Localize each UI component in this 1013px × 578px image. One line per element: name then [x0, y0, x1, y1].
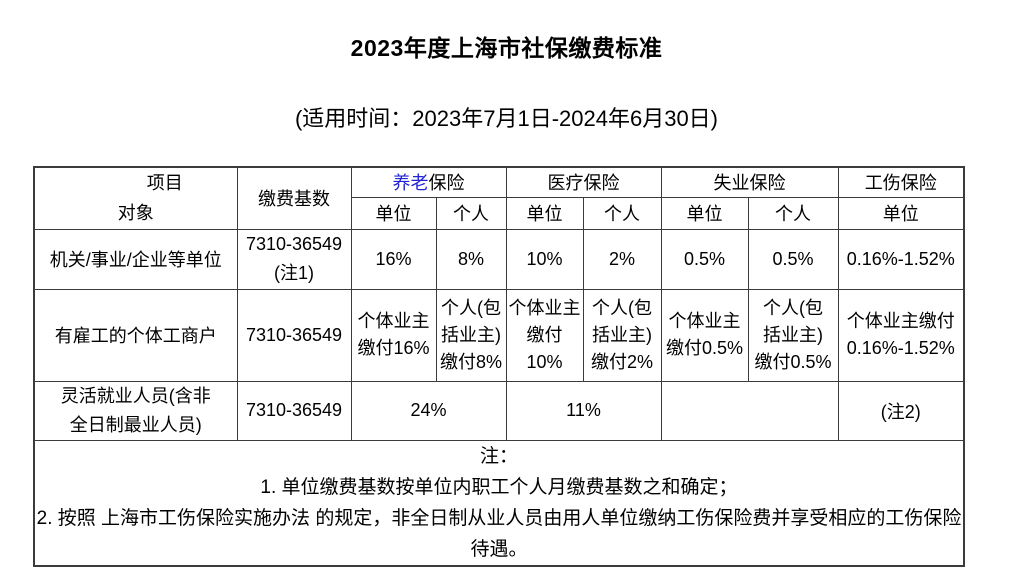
- text-line: 0.16%-1.52%: [846, 338, 955, 358]
- social-insurance-table: 项目 对象 缴费基数 养老保险 医疗保险 失业保险 工伤保险 单位 个人 单位 …: [33, 166, 965, 567]
- cell-flexible-pension: 24%: [350, 380, 507, 441]
- cell-self-employed-medical-unit: 个体业主 缴付 10%: [505, 288, 584, 382]
- cell-self-employed-pension-personal: 个人(包 括业主) 缴付8%: [435, 288, 507, 382]
- cell-self-employed-pension-unit: 个体业主 缴付16%: [350, 288, 437, 382]
- subheader-medical-personal: 个人: [582, 196, 662, 230]
- row-self-employed: 有雇工的个体工商户 7310-36549 个体业主 缴付16% 个人(包 括业主…: [33, 288, 965, 382]
- subheader-pension-personal: 个人: [435, 196, 507, 230]
- subheader-injury-unit: 单位: [837, 196, 965, 230]
- cell-self-employed-base: 7310-36549: [236, 288, 352, 382]
- note-2: 2. 按照 上海市工伤保险实施办法 的规定，非全日制从业人员由用人单位缴纳工伤保…: [36, 507, 962, 560]
- text-line: 缴付0.5%: [754, 351, 832, 372]
- text-line: 括业主): [592, 324, 652, 345]
- text-line: 个人(包: [763, 297, 823, 318]
- cell-government-pension-unit: 16%: [350, 228, 437, 290]
- text-line: 灵活就业人员(含非: [60, 385, 211, 406]
- text-line: 全日制最业人员): [69, 414, 202, 435]
- header-cell-pension: 养老保险: [350, 166, 507, 198]
- text-line: 缴付2%: [590, 351, 653, 372]
- header-project-label: 项目: [146, 173, 183, 194]
- header-cell-base: 缴费基数: [236, 166, 352, 230]
- row-flexible: 灵活就业人员(含非 全日制最业人员) 7310-36549 24% 11% (注…: [33, 380, 965, 441]
- header-cell-project-target: 项目 对象: [33, 166, 238, 230]
- text-line: 个体业主: [357, 311, 430, 331]
- header-cell-unemployment: 失业保险: [660, 166, 839, 198]
- cell-flexible-medical: 11%: [505, 380, 662, 441]
- header-target-label: 对象: [117, 203, 154, 224]
- cell-flexible-base: 7310-36549: [236, 380, 352, 441]
- cell-government-base: 7310-36549 (注1): [236, 228, 352, 290]
- text-line: 缴付16%: [357, 338, 430, 358]
- text-line: 个体业主: [668, 311, 741, 331]
- text-line: 个人(包: [441, 297, 501, 318]
- text-line: 个体业主: [508, 297, 581, 318]
- cell-flexible-injury: (注2): [837, 380, 965, 441]
- page-title: 2023年度上海市社保缴费标准: [350, 35, 663, 61]
- cell-self-employed-label: 有雇工的个体工商户: [33, 288, 238, 382]
- cell-government-pension-personal: 8%: [435, 228, 507, 290]
- header-cell-injury: 工伤保险: [837, 166, 965, 198]
- subheader-medical-unit: 单位: [505, 196, 584, 230]
- notes-title: 注：: [479, 445, 518, 467]
- cell-government-unemployment-personal: 0.5%: [747, 228, 839, 290]
- pension-suffix-label: 保险: [428, 173, 465, 194]
- cell-flexible-label: 灵活就业人员(含非 全日制最业人员): [33, 380, 238, 441]
- text-line: 括业主): [441, 324, 501, 345]
- note-1: 1. 单位缴费基数按单位内职工个人月缴费基数之和确定；: [260, 476, 738, 498]
- cell-government-label: 机关/事业/企业等单位: [33, 228, 238, 290]
- cell-government-unemployment-unit: 0.5%: [660, 228, 749, 290]
- text-line: 缴付0.5%: [665, 338, 744, 358]
- text-line: 个人(包: [592, 297, 652, 318]
- text-line: 括业主): [763, 324, 823, 345]
- government-base-note: (注1): [274, 263, 314, 283]
- text-line: 缴付8%: [439, 351, 502, 372]
- header-row-subcols: 单位 个人 单位 个人 单位 个人 单位: [34, 196, 965, 230]
- cell-self-employed-medical-personal: 个人(包 括业主) 缴付2%: [582, 288, 662, 382]
- notes-section: 注： 1. 单位缴费基数按单位内职工个人月缴费基数之和确定； 2. 按照 上海市…: [33, 439, 965, 566]
- government-base-value: 7310-36549: [245, 234, 343, 254]
- cell-flexible-unemployment: [660, 380, 839, 441]
- cell-government-medical-personal: 2%: [582, 228, 662, 290]
- cell-self-employed-unemployment-unit: 个体业主 缴付0.5%: [660, 288, 749, 382]
- subheader-unemployment-personal: 个人: [747, 196, 839, 230]
- cell-government-injury-unit: 0.16%-1.52%: [837, 228, 965, 290]
- cell-self-employed-injury-unit: 个体业主缴付 0.16%-1.52%: [837, 288, 965, 382]
- header-cell-medical: 医疗保险: [505, 166, 662, 198]
- pension-link[interactable]: 养老: [392, 173, 429, 194]
- cell-self-employed-unemployment-personal: 个人(包 括业主) 缴付0.5%: [747, 288, 839, 382]
- page-subtitle: (适用时间：2023年7月1日-2024年6月30日): [294, 106, 719, 131]
- cell-government-medical-unit: 10%: [505, 228, 584, 290]
- notes-row: 注： 1. 单位缴费基数按单位内职工个人月缴费基数之和确定； 2. 按照 上海市…: [33, 439, 965, 566]
- row-government: 机关/事业/企业等单位 7310-36549 (注1) 16% 8% 10% 2…: [33, 228, 965, 290]
- text-line: 10%: [526, 351, 563, 372]
- text-line: 个体业主缴付: [846, 311, 955, 331]
- text-line: 缴付: [526, 324, 563, 345]
- header-row-groups: 项目 对象 缴费基数 养老保险 医疗保险 失业保险 工伤保险: [33, 166, 965, 230]
- subheader-pension-unit: 单位: [350, 196, 437, 230]
- subheader-unemployment-unit: 单位: [660, 196, 749, 230]
